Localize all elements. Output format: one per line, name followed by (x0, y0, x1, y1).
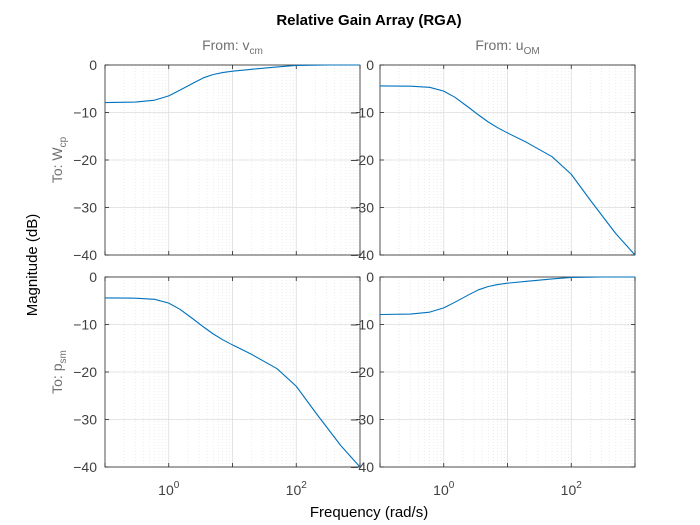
y-tick-label: −40 (73, 247, 97, 263)
x-tick-base: 10 (286, 482, 302, 498)
panels: 0 −10 −20 −30 −40 0 −10 −20 −30 −40 0 −10 −20 −30 −40 1… (73, 57, 636, 498)
y-tick-label: −20 (73, 364, 97, 380)
row-title-2-prefix: To: (49, 371, 65, 394)
series-line-2-1 (104, 297, 361, 468)
x-tick-base: 10 (158, 482, 174, 498)
column-title-1-sub: cm (250, 46, 263, 57)
x-tick-exp: 0 (449, 480, 455, 491)
y-tick-label: −40 (350, 247, 374, 263)
y-tick-label: −40 (350, 459, 374, 475)
x-tick-label: 102 (286, 480, 308, 498)
x-tick-base: 10 (433, 482, 449, 498)
y-tick-label: 0 (89, 269, 97, 285)
column-title-2-prefix: From: (475, 37, 515, 53)
y-tick-label: −10 (73, 105, 97, 121)
y-tick-label: 0 (366, 269, 374, 285)
series-line-1-1 (104, 64, 360, 104)
column-title-2: From: uOM (475, 37, 539, 57)
y-tick-label: −40 (73, 459, 97, 475)
y-tick-label: −20 (73, 152, 97, 168)
y-tick-label: −30 (350, 200, 374, 216)
y-axis-label: Magnitude (dB) (24, 214, 41, 317)
row-title-1: To: Wcp (49, 136, 69, 183)
row-title-1-prefix: To: (49, 161, 65, 184)
row-title-1-var: W (49, 147, 65, 161)
y-tick-label: −30 (73, 412, 97, 428)
row-title-2: To: psm (49, 350, 69, 394)
x-tick-exp: 0 (174, 480, 180, 491)
y-tick-label: −10 (350, 317, 374, 333)
chart-title: Relative Gain Array (RGA) (276, 12, 461, 29)
x-tick-label: 100 (433, 480, 455, 498)
column-title-1-prefix: From: (202, 37, 242, 53)
panel-1-2: 0 −10 −20 −30 −40 (350, 57, 636, 263)
y-tick-label: −10 (350, 105, 374, 121)
column-title-2-var: u (516, 37, 524, 53)
series-line-2-2 (379, 276, 635, 316)
panel-1-1: 0 −10 −20 −30 −40 (73, 57, 361, 263)
column-title-1: From: vcm (202, 37, 263, 57)
row-title-2-var: p (49, 363, 65, 371)
y-tick-label: −10 (73, 317, 97, 333)
x-tick-exp: 2 (301, 480, 307, 491)
y-tick-label: 0 (89, 57, 97, 73)
series-line-1-2 (379, 85, 636, 256)
x-axis-label: Frequency (rad/s) (310, 504, 428, 521)
column-title-2-sub: OM (524, 46, 540, 57)
y-tick-label: −20 (350, 152, 374, 168)
row-title-1-sub: cp (58, 136, 69, 147)
x-tick-label: 102 (561, 480, 583, 498)
row-title-2-sub: sm (58, 350, 69, 363)
y-tick-label: −30 (350, 412, 374, 428)
column-title-1-var: v (243, 37, 250, 53)
x-tick-exp: 2 (576, 480, 582, 491)
x-tick-label: 100 (158, 480, 180, 498)
y-tick-label: 0 (366, 57, 374, 73)
x-tick-base: 10 (561, 482, 577, 498)
y-tick-label: −20 (350, 364, 374, 380)
y-tick-label: −30 (73, 200, 97, 216)
